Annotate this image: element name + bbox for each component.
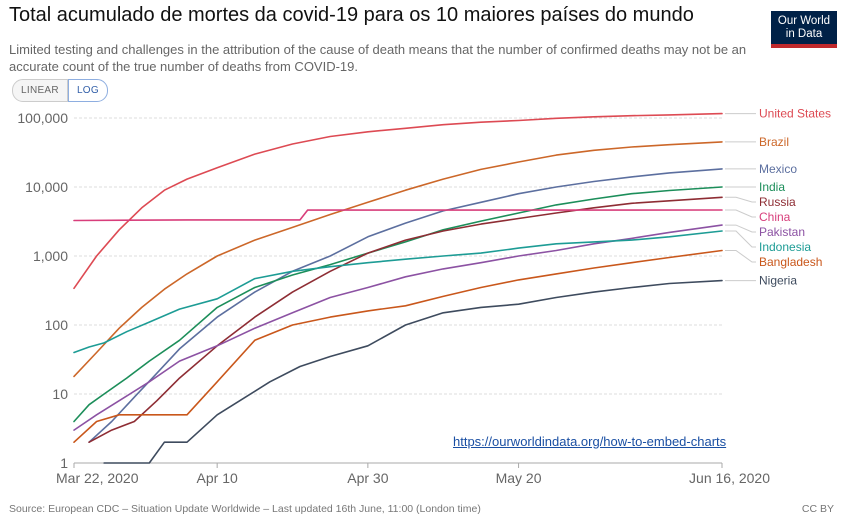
- series-label: Mexico: [759, 162, 797, 176]
- embed-link[interactable]: https://ourworldindata.org/how-to-embed-…: [453, 434, 727, 449]
- license-label[interactable]: CC BY: [801, 503, 834, 515]
- series-line: [73, 224, 723, 431]
- series-label: United States: [759, 107, 831, 121]
- y-tick-label: 100,000: [17, 110, 68, 126]
- x-tick-label: Apr 30: [347, 470, 388, 486]
- series-line: [73, 141, 723, 378]
- series-line: [73, 112, 723, 290]
- label-leader-line: [725, 230, 756, 248]
- series-line: [73, 209, 723, 222]
- scale-toggle: LINEAR LOG: [12, 79, 108, 102]
- logo-line-2: in Data: [785, 28, 823, 40]
- y-tick-label: 100: [45, 317, 69, 333]
- source-note: Source: European CDC – Situation Update …: [9, 503, 481, 515]
- x-tick-label: May 20: [496, 470, 542, 486]
- series-label: Nigeria: [759, 274, 797, 288]
- series-line: [73, 230, 723, 354]
- y-tick-label: 10: [52, 386, 68, 402]
- label-leader-line: [725, 250, 756, 263]
- log-scale-button[interactable]: LOG: [67, 79, 108, 102]
- chart-title: Total acumulado de mortes da covid-19 pa…: [9, 4, 694, 26]
- series-line: [73, 186, 723, 423]
- y-tick-label: 10,000: [25, 179, 68, 195]
- y-tick-label: 1,000: [33, 248, 68, 264]
- series-label: Russia: [759, 195, 796, 209]
- owid-logo[interactable]: Our World in Data: [771, 11, 837, 48]
- series-line: [88, 168, 723, 444]
- series-line: [103, 279, 723, 464]
- logo-line-1: Our World: [777, 15, 831, 27]
- label-leader-line: [725, 224, 756, 233]
- series-label: India: [759, 180, 785, 194]
- series-label: Pakistan: [759, 225, 805, 239]
- label-leader-line: [725, 209, 756, 218]
- y-tick-label: 1: [60, 455, 68, 471]
- x-tick-label: Jun 16, 2020: [689, 470, 770, 486]
- series-line: [88, 196, 723, 444]
- series-label: Brazil: [759, 135, 789, 149]
- x-tick-label: Mar 22, 2020: [56, 470, 139, 486]
- label-leader-line: [725, 196, 756, 203]
- series-label: Bangladesh: [759, 255, 822, 269]
- x-tick-label: Apr 10: [197, 470, 238, 486]
- chart-subtitle: Limited testing and challenges in the at…: [9, 42, 747, 74]
- linear-scale-button[interactable]: LINEAR: [12, 79, 68, 102]
- series-line: [73, 249, 723, 444]
- series-label: Indonesia: [759, 240, 811, 254]
- series-label: China: [759, 210, 791, 224]
